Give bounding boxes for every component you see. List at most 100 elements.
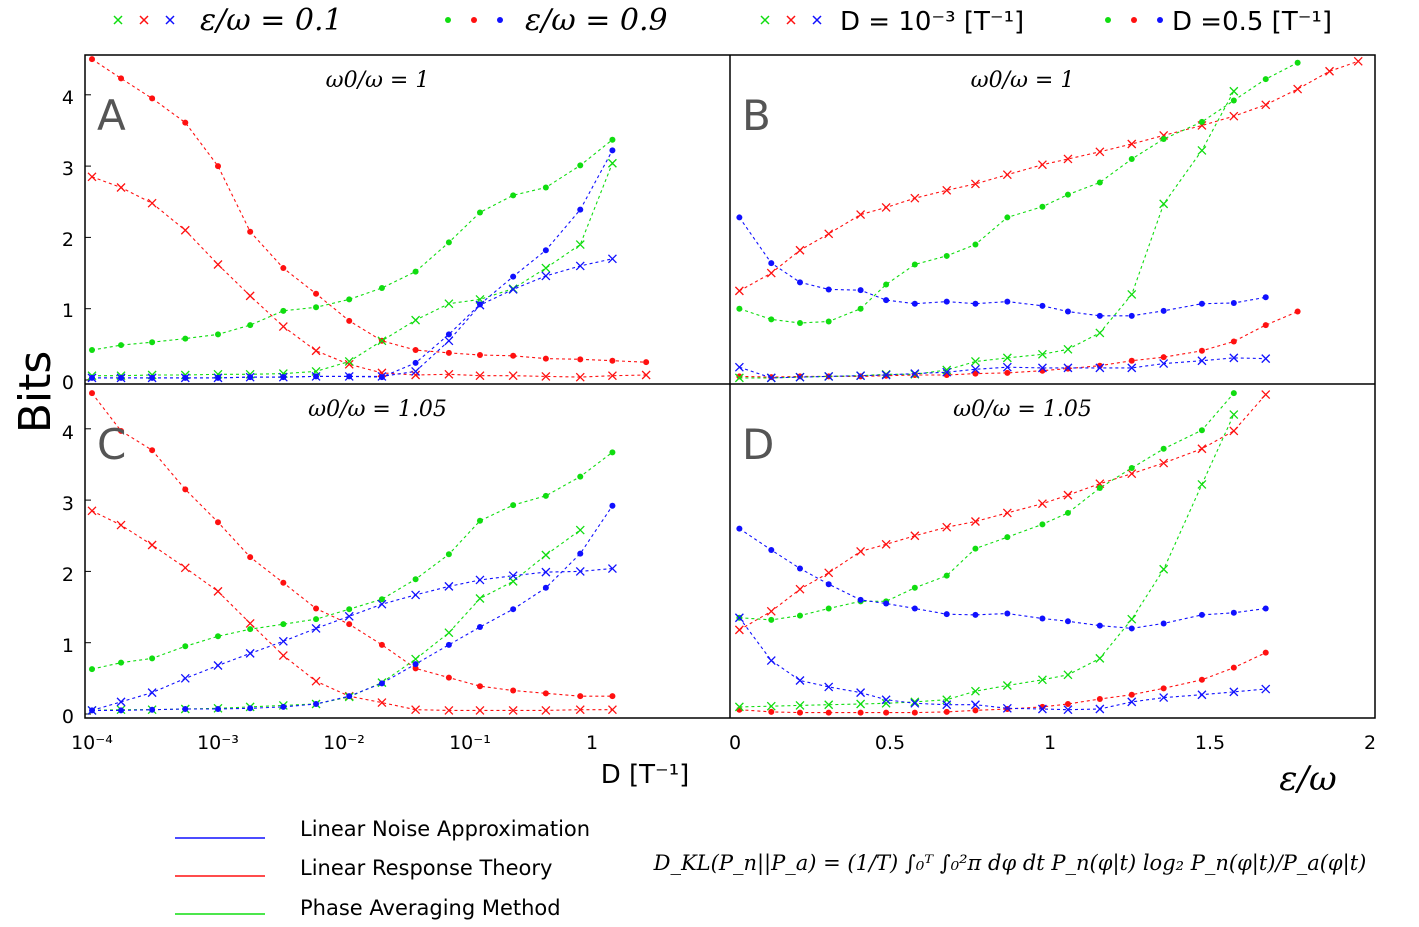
- data-point-x: [541, 271, 551, 281]
- data-point-x: [411, 590, 421, 600]
- data-point-x: [942, 700, 952, 710]
- top-legend-item-2: ε/ω = 0.9: [445, 3, 668, 38]
- panel-letter: B: [742, 91, 771, 140]
- data-point-x: [147, 540, 157, 550]
- data-point-x: [116, 520, 126, 530]
- data-point-dot: [182, 706, 189, 713]
- data-point-dot: [972, 545, 979, 552]
- data-point-dot: [972, 611, 979, 618]
- data-point-x: [1095, 704, 1105, 714]
- x-ticks-left: 10⁻⁴ 10⁻³ 10⁻² 10⁻¹ 1: [71, 732, 598, 754]
- data-point-x: [377, 371, 387, 381]
- series-pam-dot: [89, 449, 616, 673]
- data-point-x: [1229, 86, 1239, 96]
- data-point-x: [575, 240, 585, 249]
- data-point-x: [910, 697, 920, 707]
- panel-b-series: [734, 56, 1363, 383]
- data-point-dot: [346, 606, 353, 613]
- data-point-x: [87, 705, 97, 715]
- data-point-dot: [313, 605, 320, 612]
- data-point-dot: [796, 279, 803, 286]
- data-point-x: [1293, 84, 1303, 94]
- data-point-x: [766, 606, 776, 616]
- data-point-dot: [89, 390, 95, 397]
- data-point-dot: [911, 709, 918, 716]
- top-legend: ε/ω = 0.1 ε/ω = 0.9 D = 10⁻³ [T⁻¹]: [113, 3, 1332, 38]
- data-point-dot: [825, 286, 832, 293]
- data-point-x: [444, 628, 454, 638]
- y-tick-bottom-3: 3: [62, 493, 74, 515]
- data-point-x: [87, 172, 97, 182]
- data-point-dot: [313, 701, 320, 708]
- series-line: [91, 139, 613, 351]
- data-point-dot: [89, 666, 95, 673]
- data-point-x: [475, 371, 485, 381]
- data-point-dot: [1294, 308, 1301, 315]
- data-point-x: [1197, 444, 1207, 454]
- data-point-x: [1037, 675, 1047, 685]
- series-line: [92, 162, 613, 377]
- data-point-dot: [796, 709, 803, 716]
- data-point-dot: [1198, 347, 1205, 354]
- data-point-dot: [1039, 521, 1046, 528]
- panel-letter: A: [97, 91, 126, 140]
- series-line: [92, 150, 613, 379]
- x-tick-left-4: 1: [586, 732, 598, 754]
- data-point-dot: [118, 707, 125, 714]
- data-point-dot: [736, 214, 743, 221]
- data-point-dot: [510, 273, 517, 280]
- series-line: [91, 510, 613, 711]
- data-point-dot: [1064, 308, 1071, 315]
- series-line: [91, 567, 613, 711]
- kl-divergence-formula: D_KL(P_n||P_a) = (1/T) ∫₀ᵀ ∫₀²π dφ dt P_…: [653, 851, 1367, 876]
- data-point-dot: [911, 261, 918, 268]
- data-point-dot: [510, 502, 517, 509]
- data-point-x: [1063, 670, 1073, 680]
- data-point-dot: [542, 184, 549, 191]
- y-ticks-bottom: 0 1 2 3 4: [62, 422, 74, 728]
- data-point-dot: [1128, 155, 1135, 162]
- data-point-x: [1063, 154, 1073, 164]
- series-lrt-x: [87, 506, 617, 715]
- data-point-dot: [1160, 354, 1167, 361]
- data-point-x: [881, 539, 891, 549]
- data-point-dot: [1198, 611, 1205, 618]
- data-point-dot: [943, 252, 950, 259]
- y-tick-top-4: 4: [62, 87, 74, 109]
- data-point-x: [213, 586, 223, 596]
- data-point-x: [147, 198, 157, 208]
- data-point-dot: [609, 693, 616, 700]
- data-point-x: [795, 700, 805, 710]
- data-point-dot: [182, 486, 189, 493]
- top-legend-item-3: D = 10⁻³ [T⁻¹]: [760, 7, 1024, 37]
- data-point-dot: [1160, 445, 1167, 452]
- series-lna-x: [87, 564, 617, 715]
- data-point-x: [541, 550, 551, 560]
- data-point-x: [766, 373, 776, 383]
- data-point-x: [942, 367, 952, 377]
- data-point-dot: [378, 641, 385, 648]
- data-point-dot: [1262, 605, 1269, 612]
- x-axis-label-right: ε/ω: [1279, 759, 1336, 799]
- panel-letter: D: [742, 420, 774, 469]
- data-point-x: [795, 676, 805, 685]
- data-point-x: [245, 648, 255, 658]
- data-point-x: [1197, 356, 1207, 366]
- data-point-x: [766, 701, 776, 711]
- series-lrt-dot: [89, 390, 616, 700]
- data-point-x: [1095, 328, 1105, 338]
- series-pam-x: [87, 158, 617, 381]
- data-point-dot: [1128, 312, 1135, 319]
- data-point-dot: [1294, 59, 1301, 66]
- data-point-dot: [445, 239, 452, 246]
- data-point-dot: [445, 349, 452, 356]
- data-point-dot: [215, 163, 221, 170]
- data-point-dot: [378, 285, 385, 292]
- data-point-x: [1127, 469, 1137, 479]
- data-point-x: [575, 372, 585, 382]
- y-tick-bottom-4: 4: [62, 422, 74, 444]
- data-point-dot: [609, 136, 616, 143]
- x-tick-right-1: 0.5: [875, 732, 905, 754]
- data-point-x: [180, 563, 190, 573]
